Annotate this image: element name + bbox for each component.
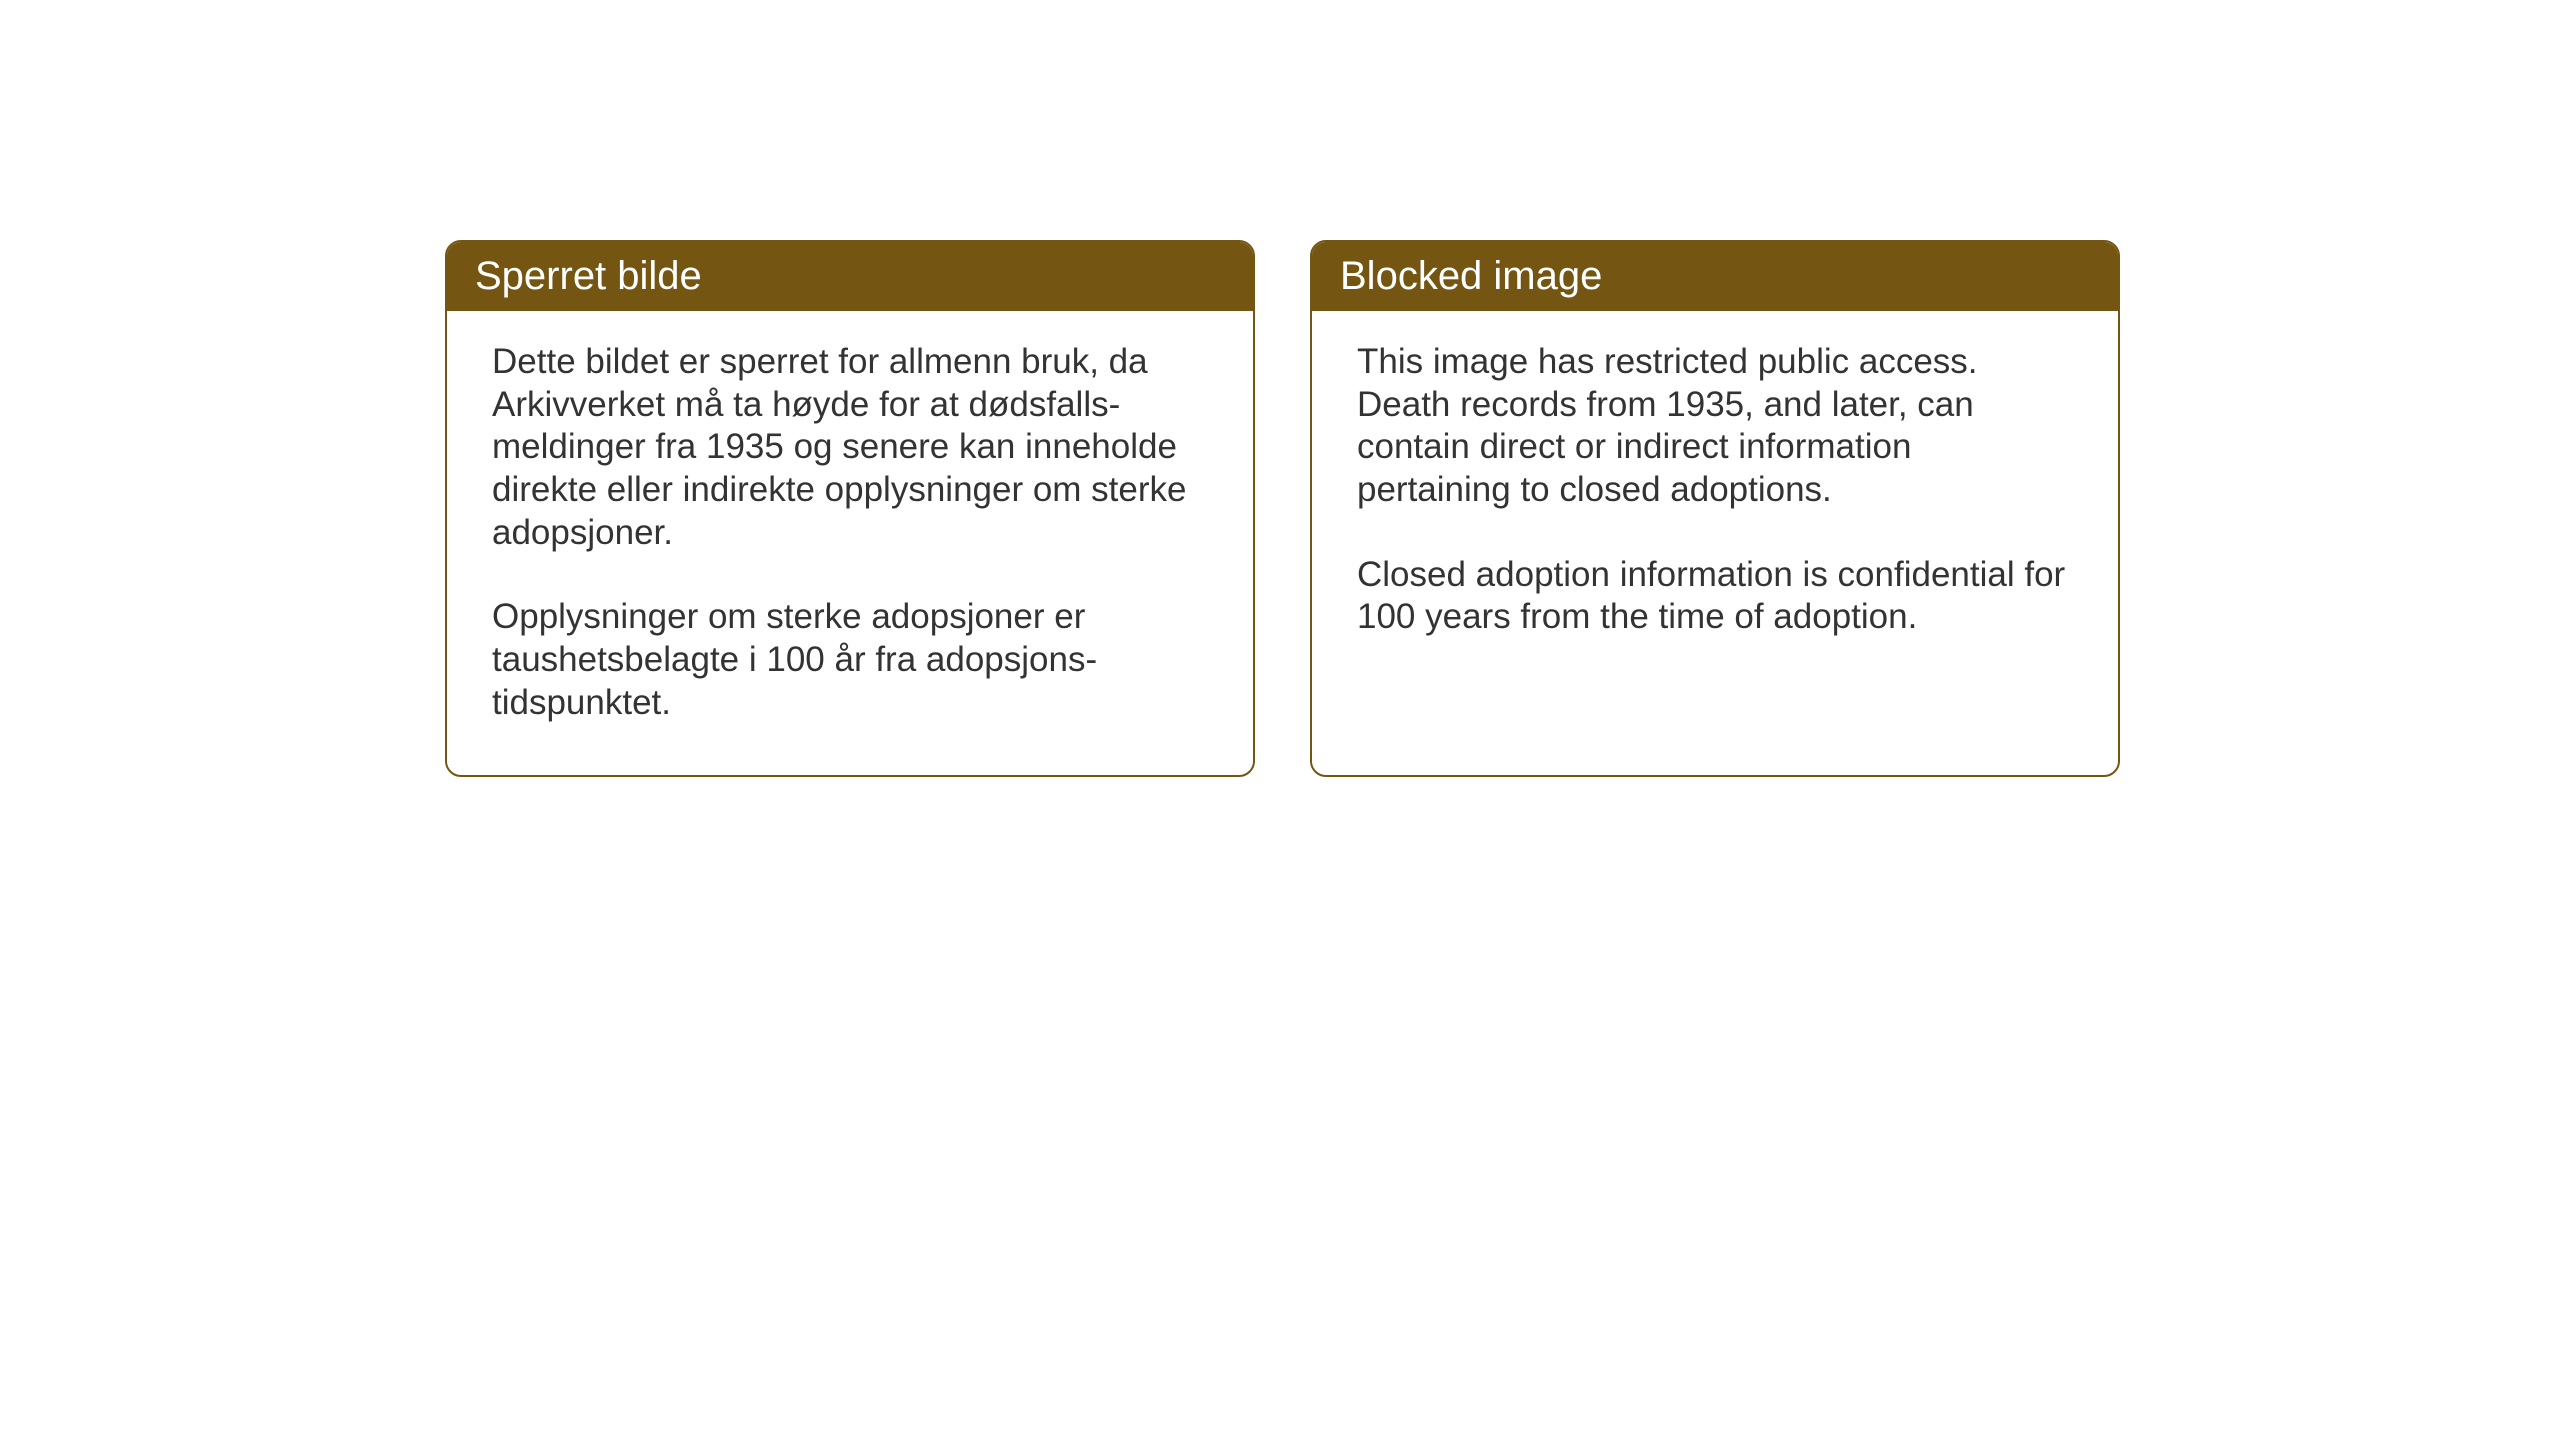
norwegian-card-body: Dette bildet er sperret for allmenn bruk… xyxy=(447,311,1253,775)
english-card-title: Blocked image xyxy=(1312,242,2118,311)
english-notice-card: Blocked image This image has restricted … xyxy=(1310,240,2120,777)
norwegian-paragraph-2: Opplysninger om sterke adopsjoner er tau… xyxy=(492,596,1208,724)
norwegian-card-title: Sperret bilde xyxy=(447,242,1253,311)
notice-container: Sperret bilde Dette bildet er sperret fo… xyxy=(445,240,2120,777)
english-paragraph-1: This image has restricted public access.… xyxy=(1357,341,2073,512)
norwegian-paragraph-1: Dette bildet er sperret for allmenn bruk… xyxy=(492,341,1208,554)
norwegian-notice-card: Sperret bilde Dette bildet er sperret fo… xyxy=(445,240,1255,777)
english-paragraph-2: Closed adoption information is confident… xyxy=(1357,554,2073,639)
english-card-body: This image has restricted public access.… xyxy=(1312,311,2118,689)
